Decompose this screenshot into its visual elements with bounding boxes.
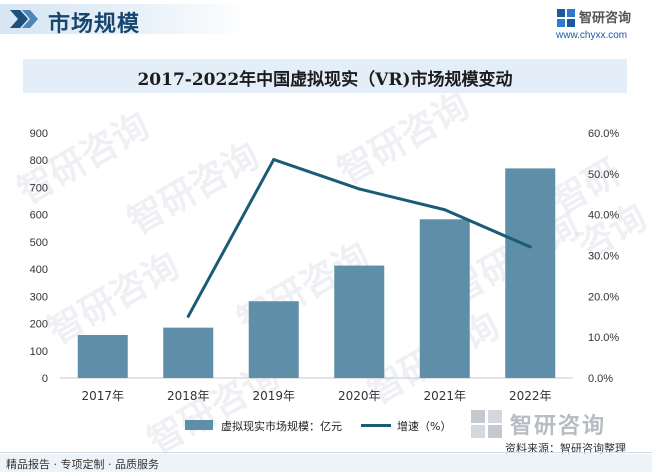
footer-tagline: 精品报告 · 专项定制 · 品质服务 (6, 458, 159, 471)
y-right-tick-label: 40.0% (588, 210, 619, 222)
growth-point (272, 158, 276, 162)
header: 市场规模 智研咨询 www.chyxx.com (0, 0, 652, 41)
bar (248, 301, 299, 378)
y-left-tick-label: 900 (30, 128, 48, 140)
brand-logo-large-icon (471, 410, 502, 438)
y-left-tick-label: 400 (30, 264, 48, 276)
y-right-tick-label: 60.0% (588, 128, 619, 140)
brand-name: 智研咨询 (579, 11, 632, 26)
double-chevron-icon (10, 10, 38, 28)
bar (77, 334, 128, 378)
y-left-tick-label: 600 (30, 210, 48, 222)
y-left-tick-label: 200 (30, 319, 48, 331)
y-left-tick-label: 500 (30, 237, 48, 249)
x-tick-label: 2018年 (167, 389, 210, 403)
footer: 精品报告 · 专项定制 · 品质服务 (0, 454, 652, 472)
legend-line-label: 增速（%） (397, 420, 452, 433)
chart-title: 2017-2022年中国虚拟现实（VR)市场规模变动 (137, 70, 513, 90)
legend-line-swatch (361, 424, 391, 427)
growth-point (443, 208, 447, 212)
source-note: 资料来源：智研咨询整理 (505, 442, 626, 455)
brand-name-large: 智研咨询 (510, 414, 607, 439)
x-tick-label: 2021年 (423, 389, 466, 403)
growth-point (186, 314, 190, 318)
bar (505, 168, 556, 378)
legend-bar-swatch (185, 420, 213, 430)
legend-bar-label: 虚拟现实市场规模：亿元 (221, 420, 342, 433)
x-tick-label: 2022年 (509, 389, 552, 403)
y-left-tick-label: 700 (30, 182, 48, 194)
y-right-tick-label: 50.0% (588, 169, 619, 181)
y-left-tick-label: 0 (42, 373, 48, 385)
bar (419, 219, 470, 378)
brand-url: www.chyxx.com (556, 30, 628, 41)
y-left-tick-label: 300 (30, 291, 48, 303)
growth-point (528, 245, 532, 249)
x-tick-label: 2020年 (338, 389, 381, 403)
x-tick-label: 2019年 (252, 389, 295, 403)
y-right-tick-label: 10.0% (588, 332, 619, 344)
bar (163, 327, 214, 378)
y-right-tick-label: 20.0% (588, 291, 619, 303)
footer-divider (0, 452, 652, 453)
x-tick-label: 2017年 (81, 389, 124, 403)
y-right-tick-label: 30.0% (588, 251, 619, 263)
y-right-tick-label: 0.0% (588, 373, 613, 385)
section-title: 市场规模 (48, 12, 141, 37)
y-left-tick-label: 100 (30, 346, 48, 358)
y-left-tick-label: 800 (30, 155, 48, 167)
growth-point (357, 187, 361, 191)
header-band (0, 4, 250, 34)
brand-logo-icon (557, 9, 575, 27)
bar (334, 265, 385, 378)
chart-title-bar: 2017-2022年中国虚拟现实（VR)市场规模变动 (23, 59, 627, 93)
